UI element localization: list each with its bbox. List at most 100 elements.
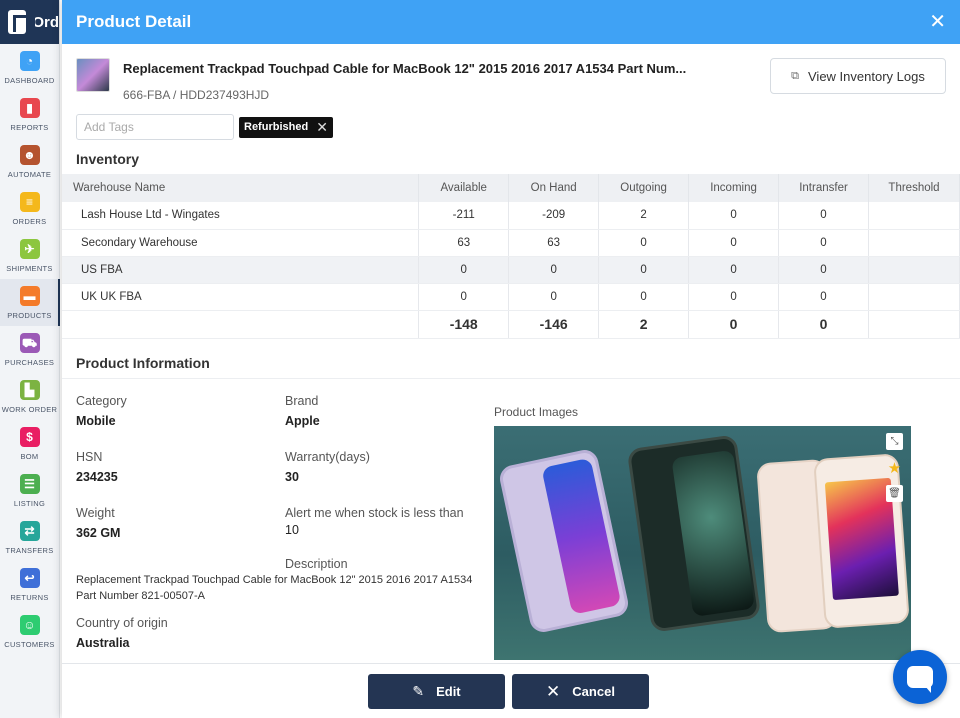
product-header: Replacement Trackpad Touchpad Cable for …	[76, 58, 686, 102]
table-row[interactable]: Lash House Ltd - Wingates -211 -209 2 0 0	[62, 202, 960, 230]
trash-icon[interactable]: 🗑	[886, 485, 903, 502]
brand-name: Ord	[32, 13, 59, 31]
tags-row: Refurbished ✕	[76, 114, 333, 140]
return-icon: ↩	[19, 567, 40, 588]
sidebar-item-customers[interactable]: ☺ CUSTOMERS	[0, 608, 59, 655]
sidebar-item-purchases[interactable]: ⛟ PURCHASES	[0, 326, 59, 373]
table-cell: 0	[688, 283, 780, 311]
sidebar-item-automate[interactable]: ☻ AUTOMATE	[0, 138, 59, 185]
product-image[interactable]: ⤡ ★ 🗑	[494, 426, 911, 660]
remove-tag-icon[interactable]: ✕	[316, 118, 328, 135]
sidebar-item-listing[interactable]: ☰ LISTING	[0, 467, 59, 514]
phone-image-green	[626, 434, 762, 633]
sidebar-item-transfers[interactable]: ⇄ TRANSFERS	[0, 514, 59, 561]
sidebar-item-returns[interactable]: ↩ RETURNS	[0, 561, 59, 608]
table-cell: -209	[508, 202, 600, 230]
column-header[interactable]: Outgoing	[598, 174, 690, 202]
category-label: Category	[76, 394, 127, 408]
weight-label: Weight	[76, 506, 115, 520]
brand-header[interactable]: Ord	[0, 0, 59, 44]
table-cell: 0	[598, 256, 690, 284]
expand-icon[interactable]: ⤡	[886, 433, 903, 450]
table-cell: 0	[778, 229, 869, 257]
modal-footer: ✎ Edit ✕ Cancel	[62, 663, 960, 718]
table-cell: 0	[778, 202, 869, 230]
tag-label: Refurbished	[244, 121, 309, 133]
chat-widget-button[interactable]	[893, 650, 947, 704]
box-icon: ▬	[19, 285, 40, 306]
close-icon[interactable]: ✕	[929, 11, 946, 33]
column-header[interactable]: Warehouse Name	[62, 174, 420, 202]
view-inventory-logs-button[interactable]: ⧉ View Inventory Logs	[770, 58, 946, 94]
plane-icon: ✈	[19, 238, 40, 259]
table-cell: 0	[688, 202, 780, 230]
column-header[interactable]: Threshold	[868, 174, 960, 202]
sidebar-item-shipments[interactable]: ✈ SHIPMENTS	[0, 232, 59, 279]
sidebar-item-orders[interactable]: ≡ ORDERS	[0, 185, 59, 232]
country-label: Country of origin	[76, 616, 168, 630]
column-header[interactable]: Incoming	[688, 174, 780, 202]
weight-field: Weight 362 GM	[76, 506, 120, 540]
modal-title: Product Detail	[76, 12, 192, 31]
cart-icon: ⛟	[19, 332, 40, 353]
sidebar-item-label: LISTING	[13, 498, 46, 508]
transfer-icon: ⇄	[19, 520, 40, 541]
reports-icon: ▮	[19, 97, 40, 118]
sidebar-item-work-order[interactable]: ▙ WORK ORDER	[0, 373, 59, 420]
table-cell: 0	[508, 256, 600, 284]
table-cell: 0	[418, 256, 510, 284]
edit-button[interactable]: ✎ Edit	[368, 674, 505, 709]
cancel-button[interactable]: ✕ Cancel	[512, 674, 649, 709]
edit-button-label: Edit	[436, 684, 461, 699]
country-value: Australia	[76, 636, 130, 650]
table-cell: UK UK FBA	[62, 283, 420, 311]
table-cell: Lash House Ltd - Wingates	[62, 202, 420, 230]
table-row[interactable]: US FBA 0 0 0 0 0	[62, 256, 960, 284]
brand-label: Brand	[285, 394, 319, 408]
sidebar-item-label: PURCHASES	[4, 357, 55, 367]
bom-icon: $	[19, 426, 40, 447]
table-cell: US FBA	[62, 256, 420, 284]
table-row[interactable]: Secondary Warehouse 63 63 0 0 0	[62, 229, 960, 257]
pencil-icon: ✎	[412, 683, 425, 699]
table-cell: 0	[418, 283, 510, 311]
table-row[interactable]: UK UK FBA 0 0 0 0 0	[62, 283, 960, 311]
column-header[interactable]: Available	[418, 174, 510, 202]
add-tags-input[interactable]	[76, 114, 234, 140]
divider	[62, 378, 960, 379]
external-link-icon: ⧉	[791, 69, 799, 82]
table-cell: 0	[778, 283, 869, 311]
product-sku: 666-FBA / HDD237493HJD	[123, 88, 270, 102]
sidebar-item-label: PRODUCTS	[7, 310, 52, 320]
weight-value: 362 GM	[76, 526, 121, 540]
description-label: Description	[285, 557, 348, 571]
sidebar-item-label: REPORTS	[10, 122, 49, 132]
product-detail-modal: Product Detail ✕ Replacement Trackpad To…	[62, 0, 960, 718]
sidebar-item-reports[interactable]: ▮ REPORTS	[0, 91, 59, 138]
column-header[interactable]: On Hand	[508, 174, 600, 202]
inventory-table: Warehouse Name Available On Hand Outgoing In…	[62, 174, 960, 339]
cancel-button-label: Cancel	[572, 684, 615, 699]
sidebar-item-label: WORK ORDER	[1, 404, 58, 414]
description-field: Description	[285, 557, 348, 571]
column-header[interactable]: Intransfer	[778, 174, 869, 202]
sidebar-nav: Ord ◔ DASHBOARD ▮ REPORTS ☻ AUTOMATE ≡ ORDERS ✈ S…	[0, 0, 60, 718]
inventory-title: Inventory	[76, 151, 140, 167]
sidebar-item-label: RETURNS	[10, 592, 49, 602]
customers-icon: ☺	[19, 614, 40, 635]
phone-image-purple	[497, 447, 631, 635]
sidebar-item-dashboard[interactable]: ◔ DASHBOARD	[0, 44, 59, 91]
warranty-field: Warranty(days) 30	[285, 450, 370, 484]
stock-alert-value: 10	[285, 523, 299, 537]
close-x-icon: ✕	[546, 681, 561, 701]
product-images-label: Product Images	[494, 405, 579, 419]
table-cell: 0	[778, 256, 869, 284]
total-cell	[868, 310, 960, 339]
table-cell: 63	[508, 229, 600, 257]
sidebar-item-bom[interactable]: $ BOM	[0, 420, 59, 467]
brand-field: Brand Apple	[285, 394, 320, 428]
sidebar-item-products[interactable]: ▬ PRODUCTS	[0, 279, 60, 326]
sidebar-item-label: TRANSFERS	[5, 545, 54, 555]
star-icon[interactable]: ★	[887, 459, 902, 477]
sidebar-item-label: SHIPMENTS	[6, 263, 53, 273]
